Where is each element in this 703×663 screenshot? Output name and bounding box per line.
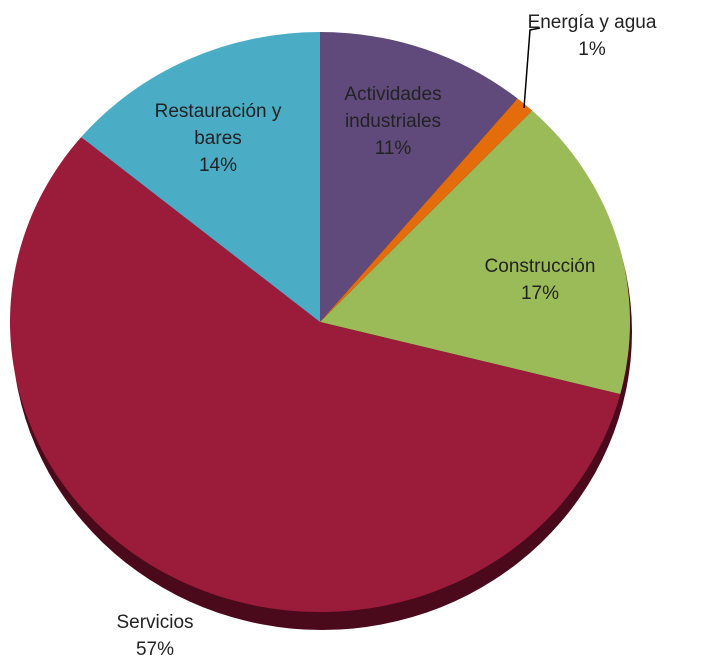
value-label: 14% — [199, 155, 237, 176]
value-label: 11% — [375, 138, 412, 159]
pie-slice — [320, 32, 518, 322]
pie-slice — [10, 137, 621, 613]
pie-slice — [320, 98, 533, 322]
pie-slice — [81, 32, 320, 322]
slice-label: Actividades industriales — [344, 84, 441, 132]
leader-line — [523, 27, 541, 109]
value-label: 1% — [578, 39, 606, 60]
value-label: 57% — [136, 639, 174, 660]
slice-label: Construcción — [485, 256, 596, 277]
slice-label: Restauración y bares — [155, 101, 282, 149]
pie-slice — [320, 110, 631, 395]
slice-label: Energía y agua — [528, 12, 657, 33]
value-label: 17% — [521, 283, 559, 304]
slice-label: Servicios — [116, 612, 193, 633]
